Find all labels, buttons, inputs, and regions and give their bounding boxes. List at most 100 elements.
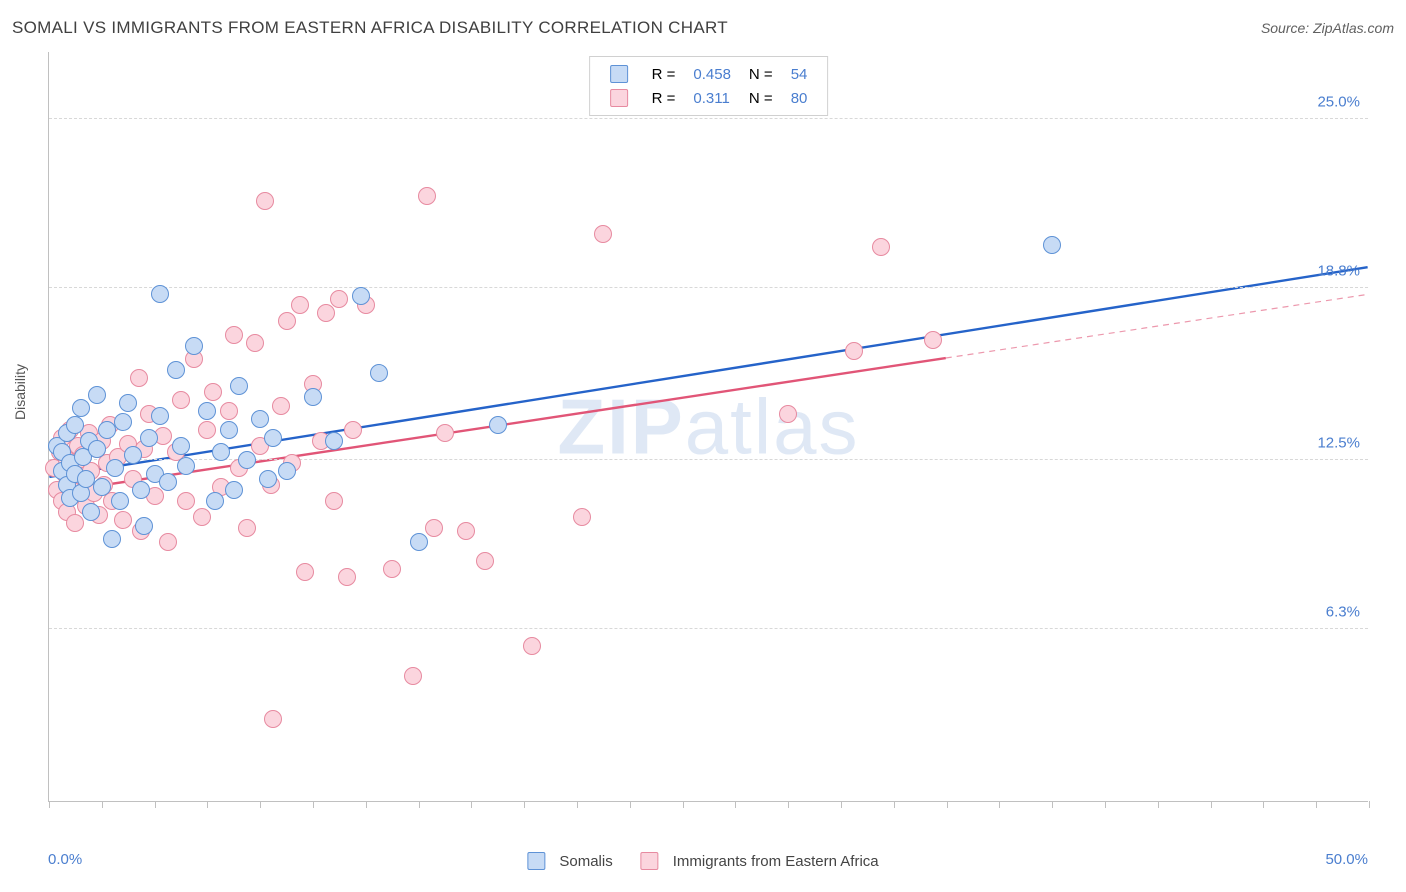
x-tick (841, 801, 842, 808)
legend-row-series2: R = 0.311 N = 80 (602, 87, 816, 109)
data-point (246, 334, 264, 352)
data-point (1043, 236, 1061, 254)
data-point (272, 397, 290, 415)
data-point (177, 457, 195, 475)
gridline-h (49, 287, 1368, 288)
data-point (114, 413, 132, 431)
data-point (230, 377, 248, 395)
x-tick (630, 801, 631, 808)
correlation-legend: R = 0.458 N = 54 R = 0.311 N = 80 (589, 56, 829, 116)
data-point (924, 331, 942, 349)
data-point (151, 407, 169, 425)
gridline-h (49, 628, 1368, 629)
scatter-plot-area: ZIPatlas R = 0.458 N = 54 R = 0.311 N = … (48, 52, 1368, 802)
data-point (88, 440, 106, 458)
x-tick (313, 801, 314, 808)
data-point (220, 421, 238, 439)
data-point (238, 451, 256, 469)
legend-item-2: Immigrants from Eastern Africa (641, 852, 879, 870)
r-label: R = (644, 87, 684, 109)
data-point (124, 446, 142, 464)
data-point (573, 508, 591, 526)
data-point (291, 296, 309, 314)
data-point (151, 285, 169, 303)
data-point (317, 304, 335, 322)
y-axis-label: Disability (12, 364, 28, 420)
data-point (198, 421, 216, 439)
data-point (135, 517, 153, 535)
x-tick (1263, 801, 1264, 808)
data-point (72, 399, 90, 417)
gridline-h (49, 118, 1368, 119)
x-tick (894, 801, 895, 808)
legend-swatch-icon (641, 852, 659, 870)
data-point (872, 238, 890, 256)
data-point (82, 503, 100, 521)
data-point (114, 511, 132, 529)
data-point (220, 402, 238, 420)
x-tick (1369, 801, 1370, 808)
r-value-2: 0.311 (685, 87, 739, 109)
x-tick (524, 801, 525, 808)
data-point (204, 383, 222, 401)
data-point (212, 443, 230, 461)
x-tick (49, 801, 50, 808)
data-point (410, 533, 428, 551)
x-tick (1158, 801, 1159, 808)
data-point (206, 492, 224, 510)
data-point (172, 391, 190, 409)
y-tick-label: 18.8% (1317, 263, 1360, 280)
data-point (251, 410, 269, 428)
n-value-2: 80 (783, 87, 816, 109)
source-attribution: Source: ZipAtlas.com (1261, 20, 1394, 36)
x-tick (102, 801, 103, 808)
data-point (132, 481, 150, 499)
x-tick (366, 801, 367, 808)
x-tick (260, 801, 261, 808)
data-point (278, 462, 296, 480)
data-point (66, 416, 84, 434)
data-point (296, 563, 314, 581)
legend-label-1: Somalis (559, 853, 612, 870)
x-tick (683, 801, 684, 808)
data-point (225, 481, 243, 499)
x-tick (788, 801, 789, 808)
data-point (425, 519, 443, 537)
data-point (225, 326, 243, 344)
data-point (330, 290, 348, 308)
legend-swatch-icon (527, 852, 545, 870)
data-point (594, 225, 612, 243)
x-tick (1316, 801, 1317, 808)
data-point (264, 710, 282, 728)
data-point (344, 421, 362, 439)
y-tick-label: 25.0% (1317, 94, 1360, 111)
data-point (259, 470, 277, 488)
data-point (404, 667, 422, 685)
data-point (177, 492, 195, 510)
data-point (198, 402, 216, 420)
data-point (476, 552, 494, 570)
data-point (172, 437, 190, 455)
data-point (140, 429, 158, 447)
data-point (325, 432, 343, 450)
data-point (119, 394, 137, 412)
data-point (418, 187, 436, 205)
data-point (88, 386, 106, 404)
n-value-1: 54 (783, 63, 816, 85)
data-point (167, 361, 185, 379)
x-tick (1052, 801, 1053, 808)
data-point (352, 287, 370, 305)
data-point (66, 514, 84, 532)
data-point (370, 364, 388, 382)
chart-title: SOMALI VS IMMIGRANTS FROM EASTERN AFRICA… (12, 18, 728, 38)
data-point (111, 492, 129, 510)
data-point (457, 522, 475, 540)
data-point (278, 312, 296, 330)
data-point (106, 459, 124, 477)
data-point (383, 560, 401, 578)
series-legend: Somalis Immigrants from Eastern Africa (527, 852, 878, 870)
data-point (779, 405, 797, 423)
x-tick (999, 801, 1000, 808)
n-label: N = (741, 87, 781, 109)
legend-swatch-2 (610, 89, 628, 107)
